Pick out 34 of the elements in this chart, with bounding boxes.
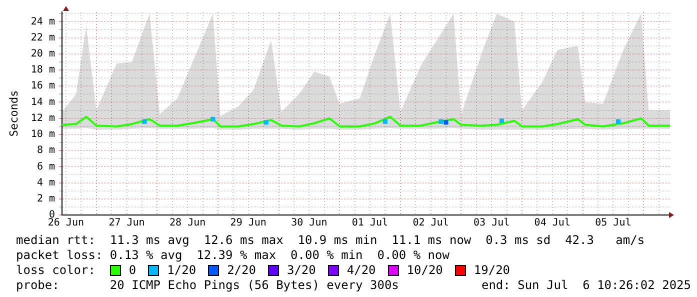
legend-label: 2/20 (227, 263, 256, 278)
x-tick-label: 02 Jul (412, 218, 449, 229)
x-tick-label: 04 Jul (534, 218, 570, 229)
legend-label: 4/20 (346, 263, 376, 278)
y-tick-label: 24 m (30, 16, 55, 28)
x-tick-label: 28 Jun (170, 218, 206, 229)
y-tick-label: 6 m (36, 161, 55, 172)
y-tick-label: 18 m (30, 64, 55, 76)
x-tick-label: 27 Jun (108, 218, 145, 229)
text: packet loss: 0.13 % avg 12.39 % max 0.00 % min 0.00 % now (16, 248, 450, 263)
text: end: Sun Jul 6 10:26:02 2025 (481, 278, 691, 293)
text: probe: 20 ICMP Echo Pings (56 Bytes) every 300s (16, 278, 399, 293)
x-tick-label: 30 Jun (291, 218, 328, 229)
y-tick-label: 10 m (30, 129, 55, 140)
legend-label: 10/20 (406, 263, 443, 278)
y-tick-label: 16 m (30, 80, 55, 92)
legend-label: 1/20 (167, 263, 196, 278)
y-tick-label: 4 m (36, 177, 55, 188)
y-tick-label: 14 m (30, 96, 55, 108)
x-tick-label: 29 Jun (230, 218, 266, 229)
x-tick-label: 03 Jul (474, 218, 510, 229)
text: median rtt: 11.3 ms avg 12.6 ms max 10.9 ms min 11.1 ms now 0.3 ms sd 42.3 am/s (16, 233, 646, 248)
y-tick-label: 2 m (36, 193, 55, 204)
x-tick-label: 01 Jul (352, 218, 388, 229)
x-tick-label: 05 Jul (595, 218, 632, 229)
legend-label: 19/20 (474, 263, 510, 278)
legend-label: 0 (128, 263, 136, 278)
legend-title: loss color: (16, 263, 96, 278)
y-tick-label: 22 m (30, 32, 55, 44)
y-tick-label: 20 m (30, 48, 55, 60)
y-tick-label: 8 m (36, 145, 55, 156)
y-axis-title: Seconds (7, 90, 20, 137)
y-tick-label: 12 m (30, 112, 55, 124)
legend-label: 3/20 (286, 263, 316, 278)
